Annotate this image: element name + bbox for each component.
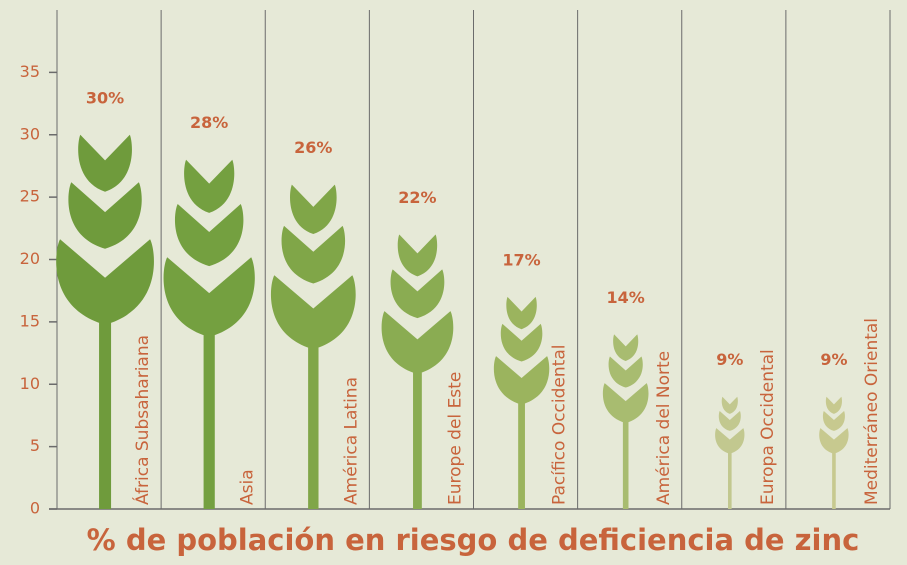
value-label: 9%: [716, 350, 743, 369]
value-label: 30%: [86, 88, 124, 107]
x-axis-title: % de población en riesgo de deficiencia …: [87, 523, 860, 557]
value-label: 14%: [607, 288, 645, 307]
category-label: Mediterráneo Oriental: [862, 318, 882, 505]
value-label: 17%: [502, 250, 540, 269]
chart: % de población en riesgo de deficiencia …: [0, 0, 907, 565]
y-tick-label: 25: [20, 187, 40, 206]
y-tick-label: 30: [20, 124, 40, 143]
value-label: 9%: [820, 350, 847, 369]
category-label: Asia: [237, 469, 257, 505]
value-label: 28%: [190, 113, 228, 132]
value-label: 22%: [398, 188, 436, 207]
value-label: 26%: [294, 138, 332, 157]
category-label: Europa Occidental: [758, 349, 778, 505]
category-label: América Latina: [341, 377, 361, 505]
y-tick-label: 20: [20, 249, 40, 268]
y-tick-label: 0: [30, 499, 40, 518]
y-tick-label: 15: [20, 311, 40, 330]
y-tick-label: 10: [20, 374, 40, 393]
y-tick-label: 35: [20, 62, 40, 81]
category-label: Europe del Este: [446, 372, 466, 505]
y-tick-label: 5: [30, 436, 40, 455]
category-label: América del Norte: [654, 351, 674, 505]
category-label: Pacífico Occidental: [550, 345, 570, 505]
category-label: África Subsahariana: [131, 335, 153, 505]
